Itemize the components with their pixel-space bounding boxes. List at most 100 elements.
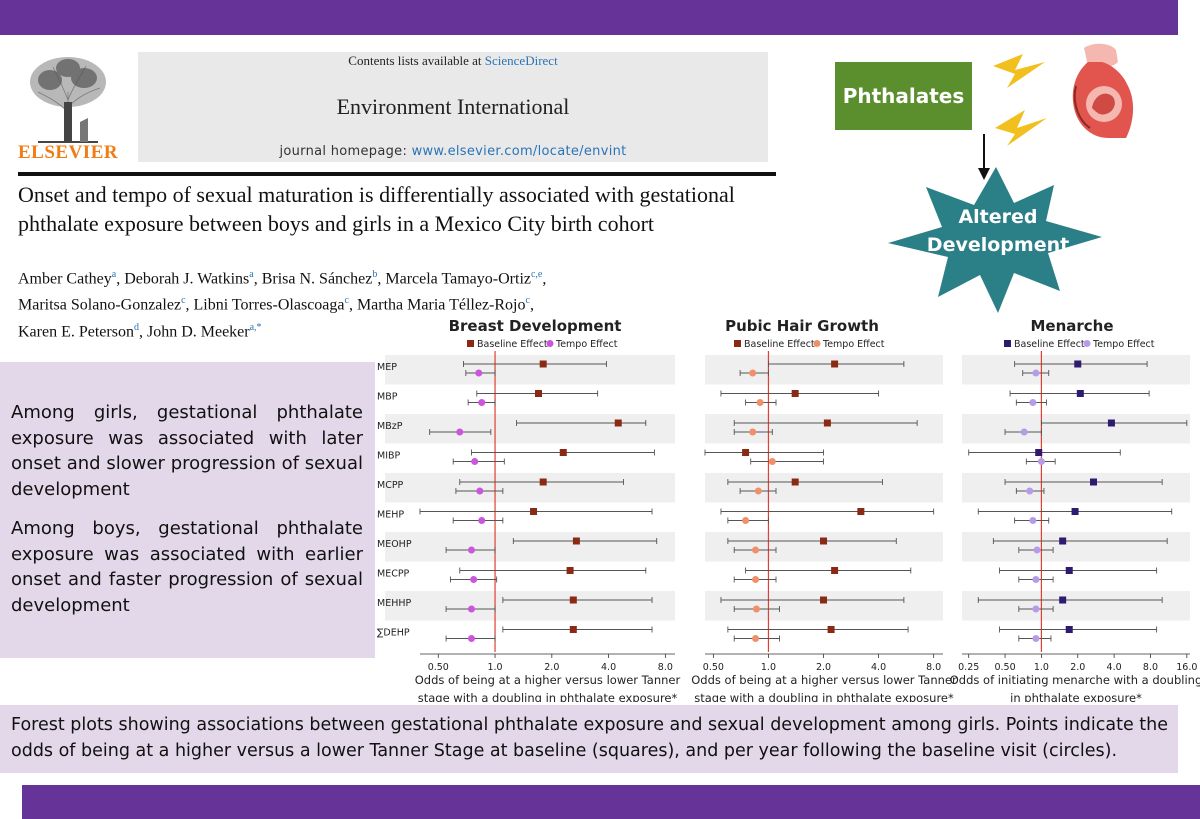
legend-baseline-marker: [1004, 340, 1011, 347]
tempo-point: [478, 517, 486, 524]
baseline-point: [614, 419, 622, 427]
x-tick-label: 8.0: [658, 662, 673, 673]
x-tick-label: 1.0: [761, 662, 776, 673]
tempo-point: [749, 369, 757, 377]
boys-summary: Among boys, gestational phthalate exposu…: [11, 518, 363, 616]
sciencedirect-link[interactable]: ScienceDirect: [484, 53, 558, 68]
baseline-point: [1107, 419, 1115, 427]
baseline-point: [1065, 626, 1073, 633]
baseline-point: [742, 449, 750, 456]
baseline-point: [857, 508, 865, 515]
baseline-point: [1059, 596, 1067, 604]
tempo-point: [1032, 635, 1040, 642]
legend-baseline-label: Baseline Effect: [1014, 339, 1085, 350]
x-tick-label: 4.0: [871, 662, 886, 673]
x-axis-label-line2: in phthalate exposure*: [1010, 691, 1142, 702]
tempo-point: [1026, 487, 1034, 495]
row-stripe: [705, 414, 943, 444]
x-tick-label: 16.0: [1176, 662, 1197, 673]
tempo-point: [471, 458, 479, 465]
legend-tempo-label: Tempo Effect: [555, 339, 618, 350]
x-tick-label: 1.0: [1034, 662, 1049, 673]
journal-header-box: Contents lists available at ScienceDirec…: [138, 52, 768, 162]
x-tick-label: 2.0: [1070, 662, 1085, 673]
legend-tempo-marker: [1083, 340, 1091, 347]
journal-homepage: journal homepage: www.elsevier.com/locat…: [279, 144, 627, 159]
x-tick-label: 4.0: [1107, 662, 1122, 673]
x-tick-label: 2.0: [816, 662, 831, 673]
tempo-point: [467, 546, 475, 554]
down-arrow-icon: [978, 134, 990, 180]
publisher-name: ELSEVIER: [18, 142, 119, 163]
caption-panel: [0, 705, 1178, 773]
legend-baseline-marker: [734, 340, 741, 347]
row-stripe: [705, 532, 943, 562]
baseline-point: [1074, 360, 1082, 368]
row-stripe: [962, 591, 1190, 621]
altered-label-2: Development: [927, 234, 1069, 256]
row-label: MEOHP: [377, 539, 412, 550]
baseline-point: [831, 360, 839, 368]
row-stripe: [962, 355, 1190, 385]
legend-tempo-marker: [546, 340, 554, 347]
baseline-point: [823, 419, 831, 427]
x-axis-label-line1: Odds of being at a higher versus lower T…: [691, 673, 957, 687]
baseline-point: [569, 626, 577, 633]
article-title: Onset and tempo of sexual maturation is …: [18, 182, 735, 236]
baseline-point: [1090, 478, 1098, 486]
baseline-point: [1071, 508, 1079, 515]
chart-title: Breast Development: [449, 317, 622, 335]
row-stripe: [385, 414, 675, 444]
tempo-point: [752, 605, 760, 613]
tempo-point: [756, 399, 764, 406]
chart-title: Pubic Hair Growth: [725, 317, 879, 335]
tempo-point: [467, 635, 475, 642]
tempo-point: [1032, 576, 1040, 583]
contents-line: Contents lists available at ScienceDirec…: [348, 53, 558, 68]
row-label: MEP: [377, 362, 397, 373]
altered-development-burst: Altered Development: [888, 167, 1102, 313]
legend-tempo-marker: [813, 340, 821, 347]
row-label: MEHP: [377, 510, 404, 521]
baseline-point: [791, 478, 799, 486]
row-stripe: [385, 355, 675, 385]
row-stripe: [705, 591, 943, 621]
elsevier-tree-logo: [30, 57, 106, 143]
x-tick-label: 2.0: [544, 662, 559, 673]
baseline-point: [572, 537, 580, 545]
pregnant-woman-icon: [1072, 43, 1134, 138]
row-label: MCPP: [377, 480, 404, 491]
legend-tempo-label: Tempo Effect: [1092, 339, 1155, 350]
tempo-point: [467, 605, 475, 613]
baseline-point: [820, 537, 828, 545]
legend-baseline-label: Baseline Effect: [744, 339, 815, 350]
tempo-point: [749, 428, 757, 436]
x-tick-label: 0.50: [994, 662, 1015, 673]
baseline-point: [827, 626, 835, 633]
row-label: MIBP: [377, 451, 401, 462]
homepage-link[interactable]: www.elsevier.com/locate/envint: [411, 144, 627, 159]
tempo-point: [475, 369, 483, 377]
row-stripe: [962, 473, 1190, 503]
summary-panel: [0, 362, 375, 658]
row-stripe: [705, 473, 943, 503]
tempo-point: [1032, 605, 1040, 613]
top-banner: [0, 0, 1178, 35]
row-label: ∑DEHP: [377, 628, 410, 639]
row-label: MECPP: [377, 569, 410, 580]
baseline-point: [791, 390, 799, 397]
x-axis-label-line1: Odds of initiating menarche with a doubl…: [950, 673, 1200, 687]
tempo-point: [752, 635, 760, 642]
x-axis-label-line2: stage with a doubling in phthalate expos…: [418, 691, 678, 702]
row-stripe: [962, 414, 1190, 444]
x-tick-label: 1.0: [487, 662, 502, 673]
x-axis-label-line1: Odds of being at a higher versus lower T…: [415, 673, 681, 687]
legend-baseline-label: Baseline Effect: [477, 339, 548, 350]
journal-name: Environment International: [336, 94, 570, 119]
legend-tempo-label: Tempo Effect: [822, 339, 885, 350]
baseline-point: [539, 478, 547, 486]
figure-caption: Forest plots showing associations betwee…: [11, 715, 1169, 761]
baseline-point: [831, 567, 839, 574]
row-stripe: [962, 532, 1190, 562]
x-tick-label: 0.50: [703, 662, 724, 673]
